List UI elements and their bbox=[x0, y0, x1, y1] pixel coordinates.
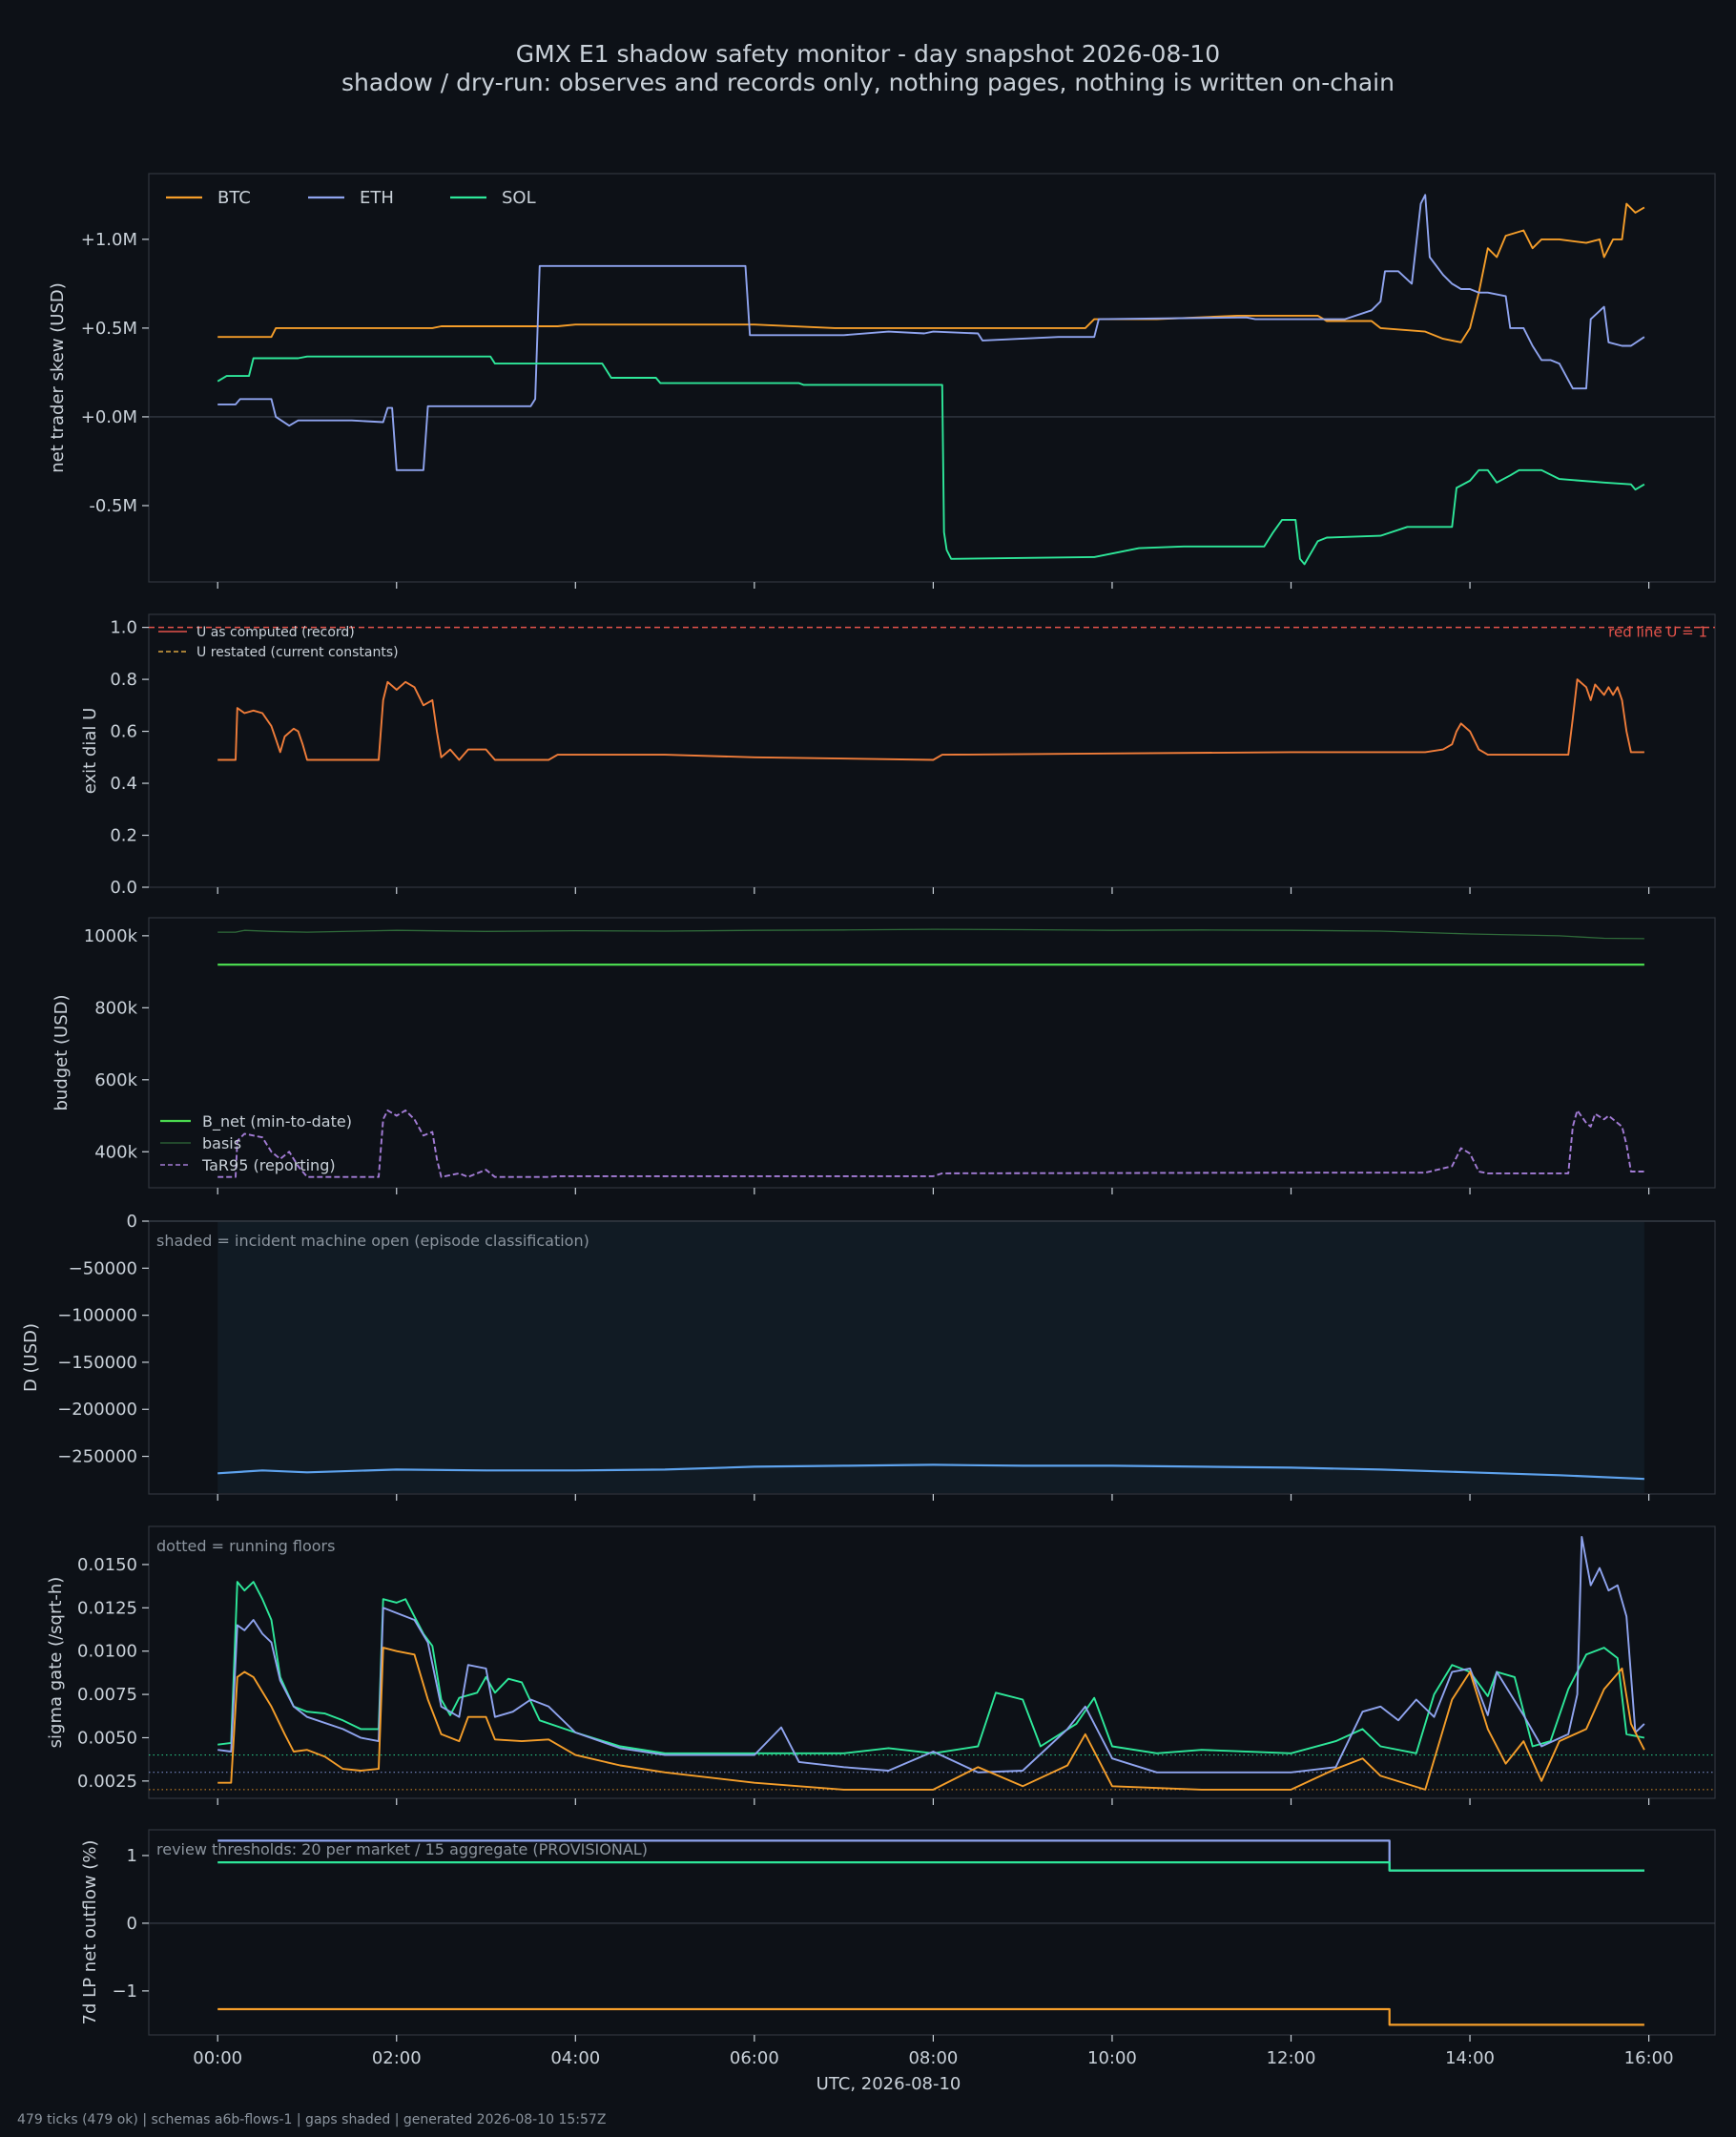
series-line-u-as-computed-record- bbox=[217, 678, 1644, 761]
y-tick-label: 1000k bbox=[84, 926, 138, 946]
panel-skew: +1.0M +0.5M +0.0M -0.5M net trader skew (USD… bbox=[48, 173, 1716, 589]
series-line-btc bbox=[217, 202, 1645, 343]
y-tick-label: 1.0 bbox=[110, 618, 137, 638]
chart-subtitle: shadow / dry-run: observes and records o… bbox=[341, 69, 1395, 96]
legend-label: basis bbox=[202, 1134, 241, 1152]
y-axis-label: budget (USD) bbox=[52, 994, 72, 1110]
x-tick-label: 06:00 bbox=[730, 2048, 779, 2068]
incident-shade bbox=[217, 1222, 1644, 1493]
legend-label: B_net (min-to-date) bbox=[202, 1112, 352, 1131]
y-tick-label: 1 bbox=[127, 1846, 137, 1866]
legend-label: TaR95 (reporting) bbox=[201, 1156, 336, 1174]
x-tick-label: 02:00 bbox=[372, 2048, 422, 2068]
footer-status: 479 ticks (479 ok) | schemas a6b-flows-1… bbox=[17, 2112, 607, 2127]
series-line-btc bbox=[217, 1647, 1645, 1791]
y-tick-label: 0.0 bbox=[110, 878, 137, 898]
x-tick-label: 00:00 bbox=[193, 2048, 242, 2068]
y-tick-label: +0.0M bbox=[81, 407, 137, 427]
x-axis-label: UTC, 2026-08-10 bbox=[816, 2074, 961, 2094]
series-line-d bbox=[217, 1463, 1644, 1481]
panel-frame bbox=[148, 917, 1716, 1189]
y-tick-label: 0.0100 bbox=[77, 1642, 137, 1662]
x-tick-label: 08:00 bbox=[908, 2048, 958, 2068]
y-tick-label: 0.6 bbox=[110, 722, 137, 742]
series-line-btc bbox=[217, 2007, 1644, 2026]
x-tick-label: 04:00 bbox=[550, 2048, 600, 2068]
series-line-sol bbox=[217, 1861, 1644, 1872]
legend-label: SOL bbox=[502, 188, 536, 208]
legend-label: U restated (current constants) bbox=[196, 645, 399, 660]
x-tick-label: 12:00 bbox=[1267, 2048, 1316, 2068]
y-tick-label: −250000 bbox=[57, 1447, 137, 1467]
y-tick-label: 400k bbox=[94, 1142, 137, 1162]
y-tick-label: 0 bbox=[127, 1212, 137, 1232]
y-tick-label: −50000 bbox=[69, 1258, 137, 1278]
y-tick-label: −150000 bbox=[57, 1353, 137, 1373]
y-axis-label: net trader skew (USD) bbox=[48, 282, 68, 473]
y-tick-label: 0.0125 bbox=[77, 1598, 137, 1618]
redline-label: red line U = 1 bbox=[1608, 624, 1707, 641]
panel-d: 0 −50000 −100000 −150000 −200000 −250000 D (US… bbox=[21, 1212, 1716, 1501]
panel-frame bbox=[148, 613, 1716, 888]
legend-label: U as computed (record) bbox=[196, 625, 355, 640]
y-tick-label: −1 bbox=[112, 1981, 137, 2002]
panel-frame bbox=[148, 173, 1716, 583]
y-axis-label: D (USD) bbox=[21, 1323, 41, 1392]
x-tick-label: 16:00 bbox=[1624, 2048, 1674, 2068]
y-axis-label: 7d LP net outflow (%) bbox=[80, 1840, 100, 2025]
panel-annotation: shaded = incident machine open (episode … bbox=[156, 1232, 589, 1250]
y-tick-label: 0.0150 bbox=[77, 1555, 137, 1575]
y-axis-label: exit dial U bbox=[80, 708, 100, 795]
x-tick-label: 14:00 bbox=[1445, 2048, 1495, 2068]
y-tick-label: 0.0050 bbox=[77, 1728, 137, 1748]
y-tick-label: 0.2 bbox=[110, 826, 137, 846]
y-tick-label: 0.0025 bbox=[77, 1772, 137, 1792]
y-tick-label: 0.0075 bbox=[77, 1685, 137, 1705]
y-tick-label: 0.8 bbox=[110, 670, 137, 690]
y-tick-label: 0.4 bbox=[110, 774, 137, 794]
y-tick-label: +0.5M bbox=[81, 319, 137, 339]
series-line-basis bbox=[217, 928, 1644, 940]
y-tick-label: −100000 bbox=[57, 1306, 137, 1326]
panel-outflow: −1 0 1 7d LP net outflow (%) review threshol… bbox=[80, 1829, 1716, 2042]
y-tick-label: 800k bbox=[94, 998, 137, 1018]
panel-sigma: 0.0025 0.0050 0.0075 0.0100 0.0125 0.0150 sigm… bbox=[46, 1525, 1716, 1805]
panel-annotation: dotted = running floors bbox=[156, 1537, 335, 1555]
x-tick-label: 10:00 bbox=[1087, 2048, 1137, 2068]
chart-title: GMX E1 shadow safety monitor - day snaps… bbox=[515, 40, 1221, 68]
y-axis-label: sigma gate (/sqrt-h) bbox=[46, 1577, 66, 1749]
panel-frame bbox=[148, 1829, 1716, 2036]
panel-exit: 0.0 0.2 0.4 0.6 0.8 1.0 exit dial U red line U … bbox=[80, 613, 1716, 898]
series-line-tar95-reporting- bbox=[217, 1109, 1644, 1178]
panel-annotation: review thresholds: 20 per market / 15 ag… bbox=[156, 1840, 648, 1858]
legend-label: BTC bbox=[217, 188, 251, 208]
panel-budget: 400k 600k 800k 1000k budget (USD) B_net (min-… bbox=[52, 917, 1716, 1194]
y-tick-label: -0.5M bbox=[89, 496, 137, 516]
series-line-eth bbox=[217, 194, 1645, 471]
series-line-sol bbox=[217, 355, 1645, 566]
y-tick-label: −200000 bbox=[57, 1400, 137, 1420]
series-line-sol bbox=[217, 1581, 1645, 1754]
series-line-eth bbox=[217, 1535, 1645, 1774]
y-tick-label: 600k bbox=[94, 1070, 137, 1090]
panel-frame bbox=[148, 1525, 1716, 1799]
y-tick-label: +1.0M bbox=[81, 230, 137, 250]
legend-label: ETH bbox=[360, 188, 394, 208]
y-tick-label: 0 bbox=[127, 1914, 137, 1934]
